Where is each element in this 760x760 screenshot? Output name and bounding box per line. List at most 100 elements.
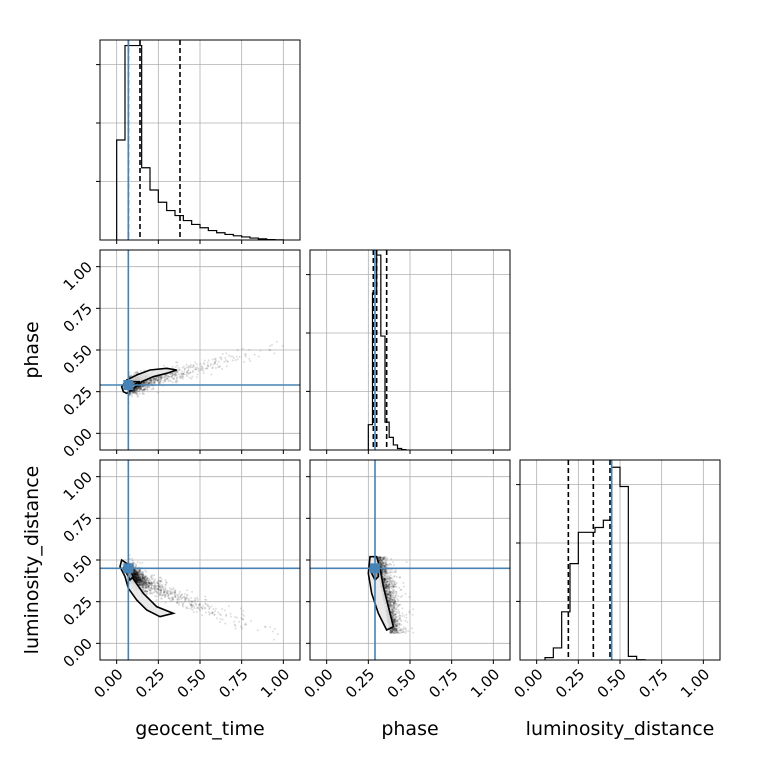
x-tick-label-geocent_time-0: 0.00 [90, 665, 126, 701]
scatter-point-luminosity_distance-vs-geocent_time-593 [149, 589, 152, 592]
scatter-point-luminosity_distance-vs-geocent_time-1467 [134, 571, 137, 574]
scatter-point-luminosity_distance-vs-geocent_time-1268 [134, 577, 137, 580]
scatter-point-luminosity_distance-vs-geocent_time-1364 [164, 601, 167, 604]
scatter-point-luminosity_distance-vs-geocent_time-1427 [234, 627, 237, 630]
scatter-point-luminosity_distance-vs-phase-26 [388, 589, 391, 592]
scatter-point-luminosity_distance-vs-geocent_time-539 [143, 581, 146, 584]
scatter-point-luminosity_distance-vs-geocent_time-826 [195, 603, 198, 606]
scatter-point-luminosity_distance-vs-geocent_time-89 [157, 588, 160, 591]
scatter-point-luminosity_distance-vs-phase-951 [390, 631, 393, 634]
scatter-point-phase-vs-geocent_time-371 [176, 370, 179, 373]
scatter-point-luminosity_distance-vs-phase-481 [385, 563, 388, 566]
scatter-point-luminosity_distance-vs-geocent_time-321 [161, 594, 164, 597]
scatter-point-luminosity_distance-vs-geocent_time-1348 [139, 576, 142, 579]
scatter-point-luminosity_distance-vs-geocent_time-54 [208, 607, 211, 610]
scatter-point-phase-vs-geocent_time-1189 [133, 391, 136, 394]
scatter-point-phase-vs-geocent_time-1475 [190, 377, 193, 380]
scatter-point-luminosity_distance-vs-phase-1238 [379, 561, 382, 564]
scatter-point-luminosity_distance-vs-geocent_time-632 [136, 580, 139, 583]
scatter-point-phase-vs-geocent_time-1427 [166, 377, 169, 380]
scatter-point-phase-vs-geocent_time-563 [136, 386, 139, 389]
scatter-point-luminosity_distance-vs-phase-1086 [382, 564, 385, 567]
scatter-point-luminosity_distance-vs-geocent_time-32 [189, 607, 192, 610]
scatter-point-phase-vs-geocent_time-154 [165, 375, 168, 378]
scatter-point-phase-vs-geocent_time-762 [149, 379, 152, 382]
scatter-point-luminosity_distance-vs-phase-1277 [394, 631, 397, 634]
scatter-point-luminosity_distance-vs-geocent_time-1233 [130, 557, 133, 560]
scatter-point-phase-vs-geocent_time-1497 [137, 390, 140, 393]
scatter-point-luminosity_distance-vs-geocent_time-1157 [148, 581, 151, 584]
scatter-point-luminosity_distance-vs-phase-913 [390, 631, 393, 634]
scatter-point-luminosity_distance-vs-phase-876 [386, 580, 389, 583]
scatter-point-luminosity_distance-vs-phase-637 [399, 629, 402, 632]
scatter-point-luminosity_distance-vs-geocent_time-386 [235, 616, 238, 619]
scatter-point-luminosity_distance-vs-phase-933 [379, 558, 382, 561]
scatter-point-luminosity_distance-vs-geocent_time-797 [137, 578, 140, 581]
scatter-point-luminosity_distance-vs-phase-611 [393, 614, 396, 617]
scatter-point-luminosity_distance-vs-phase-1463 [385, 585, 388, 588]
scatter-point-phase-vs-geocent_time-824 [139, 387, 142, 390]
scatter-point-luminosity_distance-vs-phase-634 [388, 590, 391, 593]
scatter-point-phase-vs-geocent_time-1496 [142, 393, 145, 396]
scatter-point-luminosity_distance-vs-phase-1286 [394, 629, 397, 632]
scatter-point-luminosity_distance-vs-geocent_time-723 [171, 588, 174, 591]
scatter-point-luminosity_distance-vs-phase-1475 [388, 593, 391, 596]
scatter-point-luminosity_distance-vs-geocent_time-103 [164, 584, 167, 587]
scatter-point-luminosity_distance-vs-geocent_time-802 [142, 573, 145, 576]
scatter-point-luminosity_distance-vs-geocent_time-1470 [145, 590, 148, 593]
scatter-point-phase-vs-geocent_time-1397 [191, 366, 194, 369]
scatter-point-luminosity_distance-vs-phase-796 [393, 602, 396, 605]
scatter-point-luminosity_distance-vs-geocent_time-860 [152, 581, 155, 584]
scatter-point-luminosity_distance-vs-phase-1256 [380, 562, 383, 565]
scatter-point-luminosity_distance-vs-geocent_time-436 [150, 586, 153, 589]
scatter-point-luminosity_distance-vs-phase-905 [388, 603, 391, 606]
scatter-point-luminosity_distance-vs-phase-344 [380, 556, 383, 559]
scatter-point-phase-vs-geocent_time-978 [220, 356, 223, 359]
scatter-point-luminosity_distance-vs-geocent_time-125 [140, 580, 143, 583]
scatter-point-phase-vs-geocent_time-1182 [182, 372, 185, 375]
scatter-point-luminosity_distance-vs-geocent_time-780 [198, 607, 201, 610]
scatter-point-luminosity_distance-vs-geocent_time-1330 [140, 581, 143, 584]
scatter-point-luminosity_distance-vs-geocent_time-1381 [224, 609, 227, 612]
scatter-point-luminosity_distance-vs-phase-370 [391, 583, 394, 586]
scatter-point-luminosity_distance-vs-geocent_time-313 [204, 595, 207, 598]
scatter-point-luminosity_distance-vs-phase-1419 [400, 619, 403, 622]
scatter-point-luminosity_distance-vs-phase-417 [392, 575, 395, 578]
scatter-point-luminosity_distance-vs-phase-576 [397, 622, 400, 625]
scatter-point-luminosity_distance-vs-phase-279 [396, 623, 399, 626]
scatter-point-phase-vs-geocent_time-323 [132, 391, 135, 394]
scatter-point-luminosity_distance-vs-phase-1345 [412, 608, 415, 611]
scatter-point-phase-vs-geocent_time-254 [159, 376, 162, 379]
scatter-point-luminosity_distance-vs-geocent_time-1489 [204, 607, 207, 610]
scatter-point-phase-vs-geocent_time-352 [152, 377, 155, 380]
scatter-point-luminosity_distance-vs-geocent_time-738 [135, 578, 138, 581]
scatter-point-luminosity_distance-vs-geocent_time-201 [142, 586, 145, 589]
scatter-point-luminosity_distance-vs-phase-638 [388, 591, 391, 594]
scatter-point-luminosity_distance-vs-geocent_time-1342 [147, 584, 150, 587]
scatter-point-luminosity_distance-vs-phase-1333 [382, 558, 385, 561]
x-tick-label-geocent_time-4: 1.00 [257, 665, 293, 701]
scatter-point-phase-vs-geocent_time-814 [153, 377, 156, 380]
scatter-point-luminosity_distance-vs-geocent_time-876 [141, 576, 144, 579]
scatter-point-phase-vs-geocent_time-307 [212, 363, 215, 366]
scatter-point-phase-vs-geocent_time-1304 [167, 380, 170, 383]
scatter-point-luminosity_distance-vs-phase-17 [389, 630, 392, 633]
scatter-point-phase-vs-geocent_time-784 [146, 381, 149, 384]
scatter-point-luminosity_distance-vs-geocent_time-624 [133, 570, 136, 573]
scatter-point-luminosity_distance-vs-geocent_time-874 [135, 570, 138, 573]
scatter-point-luminosity_distance-vs-geocent_time-476 [206, 603, 209, 606]
scatter-point-luminosity_distance-vs-phase-1072 [393, 621, 396, 624]
scatter-point-luminosity_distance-vs-geocent_time-869 [134, 565, 137, 568]
scatter-point-luminosity_distance-vs-phase-430 [379, 556, 382, 559]
scatter-point-luminosity_distance-vs-geocent_time-1318 [135, 572, 138, 575]
scatter-point-phase-vs-geocent_time-1149 [172, 377, 175, 380]
scatter-point-luminosity_distance-vs-phase-137 [388, 601, 391, 604]
scatter-point-luminosity_distance-vs-phase-710 [390, 563, 393, 566]
scatter-point-luminosity_distance-vs-geocent_time-1391 [159, 589, 162, 592]
scatter-point-luminosity_distance-vs-geocent_time-325 [136, 573, 139, 576]
scatter-point-luminosity_distance-vs-geocent_time-475 [140, 572, 143, 575]
scatter-point-phase-vs-geocent_time-534 [183, 373, 186, 376]
scatter-point-luminosity_distance-vs-phase-300 [392, 627, 395, 630]
scatter-point-luminosity_distance-vs-phase-277 [383, 564, 386, 567]
scatter-point-luminosity_distance-vs-geocent_time-442 [133, 574, 136, 577]
